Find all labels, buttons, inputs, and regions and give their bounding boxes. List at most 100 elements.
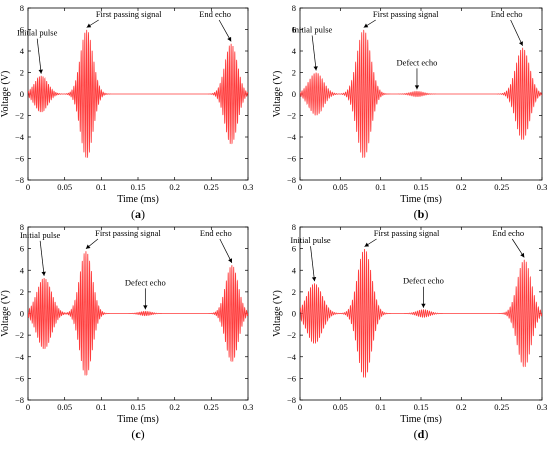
y-axis-title: Voltage (V) <box>0 290 11 337</box>
annotation-label: First passing signal <box>95 228 161 238</box>
arrow-head <box>86 23 92 28</box>
y-tick-label: 2 <box>20 287 24 297</box>
x-tick-label: 0.05 <box>333 402 348 412</box>
x-axis-title: Time (ms) <box>400 194 442 205</box>
y-axis-title: Voltage (V) <box>272 71 283 118</box>
y-tick-label: 4 <box>292 265 297 275</box>
x-axis-title: Time (ms) <box>117 414 159 425</box>
x-tick-label: 0.1 <box>375 182 386 192</box>
arrow-head <box>38 69 43 74</box>
y-tick-label: −8 <box>15 175 24 185</box>
y-tick-label: −6 <box>287 154 296 164</box>
x-tick-label: 0 <box>26 182 30 192</box>
arrow-head <box>414 85 420 90</box>
arrow-head <box>363 23 369 28</box>
arrow-head <box>421 303 426 308</box>
y-tick-label: 8 <box>292 3 296 13</box>
x-tick-label: 0.2 <box>169 402 180 412</box>
annotation-label: End echo <box>492 228 524 238</box>
arrow-head <box>85 244 91 249</box>
waveform-line <box>300 249 542 379</box>
x-tick-label: 0.05 <box>57 402 72 412</box>
y-tick-label: −2 <box>287 111 296 121</box>
x-axis-title: Time (ms) <box>117 194 159 205</box>
y-tick-label: 4 <box>20 265 25 275</box>
arrow-head <box>143 305 148 310</box>
annotation-label: End echo <box>199 9 231 19</box>
panel-caption: (d) <box>414 427 429 441</box>
y-tick-label: 0 <box>20 309 24 319</box>
y-tick-label: 8 <box>20 3 24 13</box>
annotation-arrow <box>219 238 233 264</box>
annotation-label: Initial pulse <box>17 28 58 38</box>
x-tick-label: 0.15 <box>131 182 146 192</box>
y-tick-label: 0 <box>292 309 296 319</box>
y-tick-label: 6 <box>292 244 296 254</box>
y-tick-label: −8 <box>15 395 24 405</box>
y-tick-label: −8 <box>287 175 296 185</box>
arrow-head <box>364 242 370 247</box>
annotation-label: Initial pulse <box>20 230 61 240</box>
annotation-label: First passing signal <box>96 9 162 19</box>
annotation-arrow <box>310 246 315 282</box>
annotation-arrow <box>311 35 317 71</box>
panel-a: 0 0.05 0.1 0.15 0.2 0.25 0.3 8 6 4 2 0 −2 −4 −6 −8 Time … <box>0 3 253 221</box>
x-tick-label: 0.1 <box>96 402 107 412</box>
y-tick-label: −4 <box>15 132 25 142</box>
x-tick-label: 0 <box>298 402 302 412</box>
annotation-arrow <box>510 19 523 46</box>
x-tick-label: 0.15 <box>414 182 429 192</box>
x-tick-label: 0 <box>298 182 302 192</box>
y-tick-label: −6 <box>15 373 24 383</box>
panel-c: 0 0.05 0.1 0.15 0.2 0.25 0.3 8 6 4 2 0 −2 −4 −6 −8 Time … <box>0 222 253 441</box>
y-axis-title: Voltage (V) <box>0 71 11 118</box>
panel-d: 0 0.05 0.1 0.15 0.2 0.25 0.3 8 6 4 2 0 −2 −4 −6 −8 Time … <box>272 222 547 441</box>
x-tick-label: 0.25 <box>494 182 509 192</box>
x-tick-label: 0.05 <box>57 182 72 192</box>
x-tick-label: 0.1 <box>96 182 107 192</box>
x-tick-label: 0.25 <box>204 402 219 412</box>
annotation-label: Initial pulse <box>290 235 331 245</box>
x-tick-label: 0.2 <box>456 402 467 412</box>
arrow-head <box>228 258 233 263</box>
y-axis-title: Voltage (V) <box>272 290 283 337</box>
y-tick-label: −4 <box>15 352 25 362</box>
y-tick-label: 8 <box>292 222 296 232</box>
panel-caption-letter: a <box>135 207 141 221</box>
panel-caption: (b) <box>414 207 429 221</box>
arrow-head <box>313 66 318 71</box>
y-tick-label: 6 <box>292 25 296 35</box>
x-tick-label: 0 <box>26 402 30 412</box>
annotation-label: Defect echo <box>125 277 166 287</box>
y-tick-label: 2 <box>292 287 296 297</box>
y-tick-label: 6 <box>20 244 24 254</box>
annotation-label: Defect echo <box>403 276 444 286</box>
panel-caption: (a) <box>131 207 145 221</box>
panel-caption-letter: c <box>135 427 141 441</box>
arrow-head <box>518 41 523 46</box>
arrow-head <box>41 271 46 276</box>
y-tick-label: −2 <box>287 330 296 340</box>
x-tick-label: 0.2 <box>456 182 467 192</box>
x-tick-label: 0.1 <box>375 402 386 412</box>
y-tick-label: −2 <box>15 111 24 121</box>
annotation-arrow <box>39 240 45 276</box>
arrow-head <box>311 277 317 282</box>
y-tick-label: 4 <box>20 46 25 56</box>
x-tick-label: 0.15 <box>131 402 146 412</box>
panel-caption-letter: b <box>418 207 425 221</box>
x-tick-label: 0.25 <box>494 402 509 412</box>
y-tick-label: 6 <box>20 25 24 35</box>
waveform-line <box>28 29 248 159</box>
panel-b: 0 0.05 0.1 0.15 0.2 0.25 0.3 8 6 4 2 0 −2 −4 −6 −8 Time … <box>272 3 547 221</box>
y-tick-label: 8 <box>20 222 24 232</box>
x-tick-label: 0.15 <box>414 402 429 412</box>
x-tick-label: 0.05 <box>333 182 348 192</box>
y-tick-label: −2 <box>15 330 24 340</box>
x-tick-label: 0.3 <box>243 182 254 192</box>
y-tick-label: −4 <box>287 132 297 142</box>
panel-caption-letter: d <box>418 427 425 441</box>
annotation-label: First passing signal <box>373 9 439 19</box>
panel-caption: (c) <box>131 427 144 441</box>
